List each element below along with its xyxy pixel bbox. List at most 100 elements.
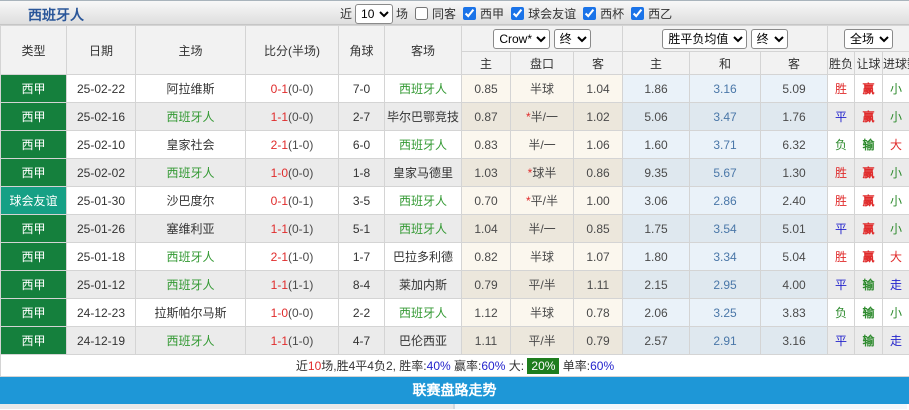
match-type-cell: 西甲 <box>0 74 67 103</box>
goals-cell: 走 <box>882 326 909 355</box>
away-team-cell: 巴伦西亚 <box>384 326 462 355</box>
mean-draw-cell: 3.16 <box>689 74 761 103</box>
score-cell: 1-0(0-0) <box>245 298 339 327</box>
next-section-sliver <box>0 404 909 409</box>
crow-home-odds-cell: 0.79 <box>461 270 511 299</box>
sub-header-crow-away: 客 <box>573 51 623 75</box>
home-team-cell: 西班牙人 <box>135 242 246 271</box>
table-row: 西甲 25-02-10 皇家社会 2-1(1-0) 6-0 西班牙人 0.83 半/一 1.06… <box>0 130 909 159</box>
score-cell: 0-1(0-1) <box>245 186 339 215</box>
mean-draw-cell: 3.71 <box>689 130 761 159</box>
summary-segment: 20% <box>527 358 560 374</box>
score-cell: 0-1(0-0) <box>245 74 339 103</box>
league-label-segunda: 西乙 <box>648 7 673 21</box>
mean-home-cell: 2.57 <box>622 326 690 355</box>
handicap-cell: *半/一 <box>510 102 574 131</box>
league-checkbox-liga[interactable] <box>463 7 477 20</box>
match-history-table: 类型 日期 主场 比分(半场) 角球 客场 Crow* 终 胜平负均值 终 全场… <box>0 25 909 377</box>
mean-away-cell: 5.09 <box>759 74 829 103</box>
corner-cell: 1-8 <box>338 158 385 187</box>
result-cell: 胜 <box>827 186 856 215</box>
goals-cell: 走 <box>882 270 909 299</box>
goals-cell: 大 <box>882 130 909 159</box>
title-bar: 西班牙人 近 10 场 同客 西甲 球会友谊 西杯 西乙 <box>0 0 909 25</box>
away-team-cell: 西班牙人 <box>384 130 462 159</box>
mean-home-cell: 2.15 <box>622 270 690 299</box>
crow-away-odds-cell: 1.02 <box>573 102 623 131</box>
mean-away-cell: 5.04 <box>759 242 829 271</box>
mean-draw-cell: 2.95 <box>689 270 761 299</box>
home-team-cell: 西班牙人 <box>135 102 246 131</box>
mean-home-cell: 1.86 <box>622 74 690 103</box>
league-checkbox-cup[interactable] <box>583 7 597 20</box>
result-cell: 负 <box>827 298 856 327</box>
result-cell: 平 <box>827 214 856 243</box>
mean-home-cell: 1.75 <box>622 214 690 243</box>
scope-select[interactable]: 全场 <box>844 28 894 49</box>
result-cell: 胜 <box>827 242 856 271</box>
matches-count-select[interactable]: 10 <box>355 3 394 24</box>
same-away-label: 同客 <box>432 7 457 21</box>
page-title: 西班牙人 <box>28 7 84 23</box>
handicap-cell: *球半 <box>510 158 574 187</box>
mean-home-cell: 3.06 <box>622 186 690 215</box>
home-team-cell: 塞维利亚 <box>135 214 246 243</box>
table-row: 西甲 24-12-23 拉斯帕尔马斯 1-0(0-0) 2-2 西班牙人 1.12 半球 0.7… <box>0 298 909 327</box>
match-date-cell: 24-12-23 <box>66 298 136 327</box>
col-header-corner: 角球 <box>338 25 385 75</box>
result-cell: 胜 <box>827 74 856 103</box>
table-row: 西甲 25-01-12 西班牙人 1-1(1-1) 8-4 莱加内斯 0.79 平/半 1.11… <box>0 270 909 299</box>
result-cell: 平 <box>827 326 856 355</box>
crow-away-odds-cell: 0.85 <box>573 214 623 243</box>
handicap-result-cell: 赢 <box>854 158 884 187</box>
same-away-checkbox[interactable] <box>415 7 429 20</box>
match-date-cell: 25-01-12 <box>66 270 136 299</box>
crow-away-odds-cell: 0.86 <box>573 158 623 187</box>
handicap-result-cell: 赢 <box>854 186 884 215</box>
col-header-home: 主场 <box>135 25 246 75</box>
corner-cell: 2-7 <box>338 102 385 131</box>
odds-mean-final-select[interactable]: 终 <box>750 28 788 49</box>
score-cell: 1-1(1-0) <box>245 326 339 355</box>
bookmaker-select[interactable]: Crow* <box>493 28 551 49</box>
match-type-cell: 西甲 <box>0 326 67 355</box>
home-team-cell: 沙巴度尔 <box>135 186 246 215</box>
mean-away-cell: 1.76 <box>759 102 829 131</box>
handicap-result-cell: 输 <box>854 298 884 327</box>
crow-home-odds-cell: 0.87 <box>461 102 511 131</box>
league-label-friendly: 球会友谊 <box>528 7 577 21</box>
summary-segment: 60% <box>481 359 506 373</box>
next-section-sliver-right <box>455 404 907 409</box>
odds-mean-select[interactable]: 胜平负均值 <box>662 28 748 49</box>
handicap-result-cell: 赢 <box>854 74 884 103</box>
bookmaker-final-select[interactable]: 终 <box>553 28 591 49</box>
league-checkbox-friendly[interactable] <box>511 7 525 20</box>
result-cell: 平 <box>827 102 856 131</box>
goals-cell: 大 <box>882 242 909 271</box>
handicap-cell: 半球 <box>510 242 574 271</box>
col-header-type: 类型 <box>0 25 67 75</box>
scope-header-group: 全场 <box>827 25 909 52</box>
corner-cell: 5-1 <box>338 214 385 243</box>
result-cell: 平 <box>827 270 856 299</box>
table-row: 西甲 25-01-18 西班牙人 2-1(1-0) 1-7 巴拉多利德 0.82 半球 1.07… <box>0 242 909 271</box>
match-date-cell: 25-01-18 <box>66 242 136 271</box>
matches-label: 场 <box>396 7 409 21</box>
match-type-cell: 西甲 <box>0 102 67 131</box>
handicap-cell: 半球 <box>510 298 574 327</box>
score-cell: 2-1(1-0) <box>245 130 339 159</box>
sub-header-mean-home: 主 <box>622 51 690 75</box>
summary-segment: 场,胜4平4负2, 胜率: <box>321 359 427 373</box>
summary-segment: 赢率: <box>450 359 482 373</box>
league-trend-bar[interactable]: 联赛盘路走势 <box>0 377 909 404</box>
away-team-cell: 毕尔巴鄂竞技 <box>384 102 462 131</box>
handicap-result-cell: 输 <box>854 130 884 159</box>
match-date-cell: 25-01-30 <box>66 186 136 215</box>
mean-away-cell: 6.32 <box>759 130 829 159</box>
league-checkbox-segunda[interactable] <box>631 7 645 20</box>
corner-cell: 2-2 <box>338 298 385 327</box>
summary-segment: 近 <box>295 359 308 373</box>
corner-cell: 1-7 <box>338 242 385 271</box>
table-row: 西甲 25-02-22 阿拉维斯 0-1(0-0) 7-0 西班牙人 0.85 半球 1.04 1… <box>0 74 909 103</box>
match-type-cell: 球会友谊 <box>0 186 67 215</box>
